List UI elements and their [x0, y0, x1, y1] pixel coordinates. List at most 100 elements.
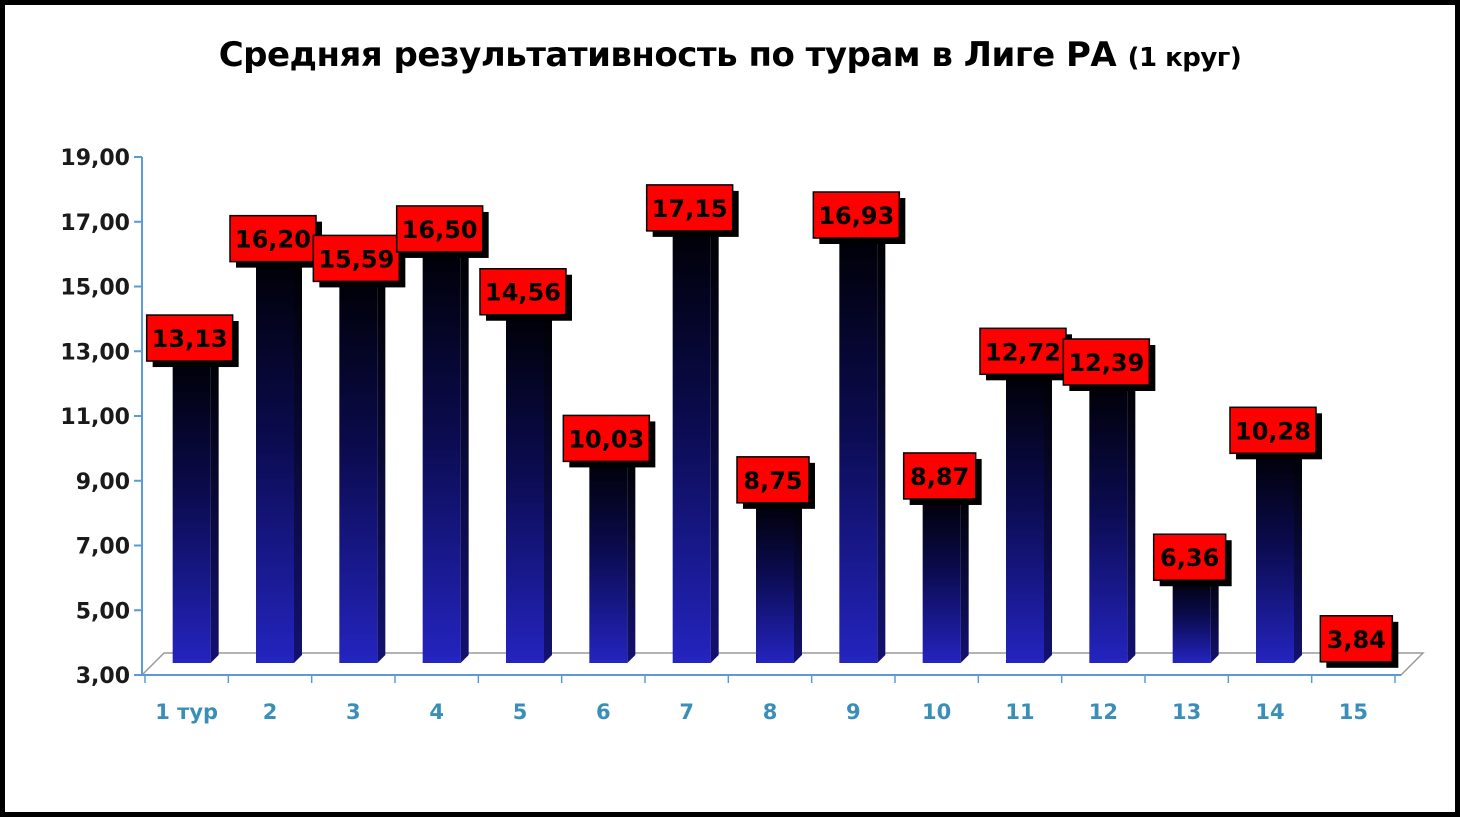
bar: [839, 228, 886, 664]
data-label-text: 8,87: [910, 463, 969, 491]
data-label-box: [229, 214, 317, 263]
data-label: 8,87: [902, 452, 982, 505]
x-tick-label: 7: [679, 700, 694, 724]
data-label-box: [812, 191, 901, 239]
bar-side: [294, 251, 302, 663]
data-label: 6,36: [1152, 533, 1232, 587]
data-label-text: 16,20: [235, 226, 311, 254]
data-label-text: 10,03: [568, 425, 644, 453]
x-tick-label: 11: [1005, 700, 1034, 724]
bar-side: [794, 492, 802, 663]
bar-side: [710, 220, 719, 664]
data-label: 10,28: [1229, 406, 1322, 460]
chart-title-suffix: (1 круг): [1127, 43, 1242, 73]
bar: [756, 492, 802, 663]
data-label-text: 12,39: [1068, 349, 1144, 377]
data-label-text: 13,13: [152, 325, 228, 353]
x-tick-label: 14: [1255, 700, 1284, 724]
data-label-text: 14,56: [485, 279, 561, 307]
data-label-box: [1152, 533, 1227, 581]
bar-side: [627, 451, 636, 663]
bar-front: [672, 228, 711, 664]
data-label-box: [902, 452, 977, 500]
bar: [339, 271, 386, 663]
data-label-box: [1229, 406, 1317, 455]
x-tick-label: 4: [429, 700, 444, 724]
y-tick-label: 7,00: [76, 535, 130, 560]
bar: [922, 488, 969, 663]
x-tick-label: 6: [596, 700, 611, 724]
chart-title: Средняя результативность по турам в Лиге…: [5, 35, 1455, 75]
data-label: 14,56: [479, 267, 572, 321]
bar-side: [544, 304, 552, 663]
data-label-text: 15,59: [318, 245, 394, 273]
bar: [506, 304, 552, 663]
data-label-text: 3,84: [1327, 626, 1386, 654]
y-tick-label: 5,00: [76, 599, 130, 624]
bar: [1089, 374, 1136, 663]
bar-side: [1044, 364, 1052, 663]
bar: [589, 451, 636, 663]
data-label: 10,03: [562, 414, 656, 468]
data-label-text: 6,36: [1160, 544, 1219, 572]
bar-front: [756, 500, 794, 663]
y-tick-label: 15,00: [60, 276, 130, 301]
x-tick-label: 12: [1089, 700, 1118, 724]
bar-front: [1089, 382, 1128, 663]
x-tick-label: 9: [846, 700, 861, 724]
data-label-box: [979, 327, 1067, 376]
data-label: 16,93: [812, 191, 906, 245]
y-tick-label: 9,00: [76, 470, 130, 495]
bar: [672, 220, 719, 664]
data-label-box: [479, 267, 567, 316]
bar-side: [460, 241, 469, 663]
data-label-text: 8,75: [743, 467, 802, 495]
x-tick-label: 3: [346, 700, 361, 724]
bar: [1006, 364, 1052, 663]
x-tick-label: 8: [763, 700, 778, 724]
axes: 3,00 5,00 7,00 9,00 11,00 13,00 15,00 17,00 19,0…: [60, 146, 1425, 724]
chart-title-main: Средняя результативность по турам в Лиге…: [218, 35, 1117, 75]
bar-side: [1294, 443, 1302, 663]
bar-side: [377, 271, 386, 663]
bar-front: [422, 249, 461, 663]
data-label-box: [1319, 615, 1394, 663]
x-tick-label: 1 тур: [155, 700, 218, 724]
bar-side: [877, 228, 886, 664]
bar-front: [1006, 372, 1044, 663]
y-tick-label: 3,00: [76, 664, 130, 689]
data-label-box: [562, 414, 651, 463]
data-label-box: [145, 314, 234, 362]
y-tick-label: 17,00: [60, 211, 130, 236]
bar-front: [506, 312, 544, 663]
bar-front: [922, 496, 961, 663]
y-tick-label: 19,00: [60, 146, 130, 171]
bar-side: [960, 488, 969, 663]
data-label-box: [1062, 338, 1151, 386]
y-tick-label: 13,00: [60, 340, 130, 365]
bar-front: [839, 236, 878, 664]
data-label-text: 16,50: [402, 216, 478, 244]
bar: [172, 351, 219, 663]
x-tick-label: 5: [513, 700, 528, 724]
x-tick-label: 2: [263, 700, 278, 724]
data-label: 12,72: [979, 327, 1072, 381]
bar-side: [1210, 570, 1219, 663]
bars: [172, 220, 1386, 664]
data-label: 16,50: [395, 205, 489, 258]
x-tick-label: 15: [1339, 700, 1368, 724]
data-label-box: [395, 205, 484, 253]
bar: [256, 251, 302, 663]
bar-front: [256, 259, 294, 663]
x-tick-label: 13: [1172, 700, 1201, 724]
bar: [1256, 443, 1302, 663]
bar-front: [172, 359, 211, 663]
data-label: 13,13: [145, 314, 239, 368]
data-label: 15,59: [312, 234, 406, 288]
data-label-text: 10,28: [1235, 417, 1311, 445]
bar: [422, 241, 469, 663]
data-label: 8,75: [736, 456, 815, 509]
bar-front: [1172, 578, 1211, 663]
